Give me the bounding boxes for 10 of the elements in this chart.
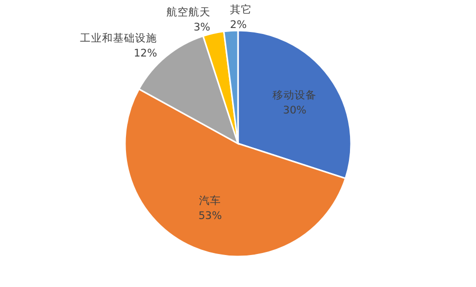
slice-label: 汽车: [199, 194, 222, 207]
data-label: 12%: [134, 48, 158, 60]
slice-label: 其它: [230, 2, 252, 16]
data-label: 3%: [194, 22, 210, 34]
data-label: 53%: [198, 210, 222, 222]
slice-label: 工业和基础设施: [80, 32, 158, 45]
slice-label: 航空航天: [166, 6, 210, 19]
data-label: 2%: [230, 18, 247, 31]
data-label: 30%: [283, 104, 306, 116]
slice-label: 移动设备: [272, 89, 317, 102]
